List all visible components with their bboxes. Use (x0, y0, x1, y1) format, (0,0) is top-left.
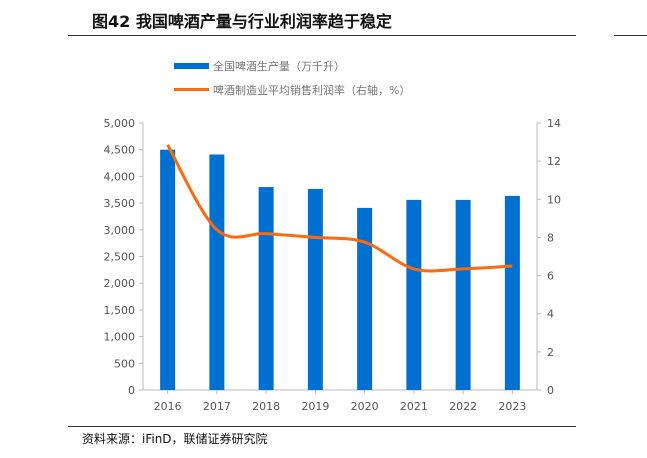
bar-2019 (307, 188, 323, 390)
bar-2020 (357, 207, 373, 390)
x-tick-label: 2022 (449, 400, 477, 413)
left-tick-label: 3,500 (104, 197, 136, 210)
bar-2023 (504, 195, 520, 390)
left-tick-label: 2,000 (104, 277, 136, 290)
bar-2022 (455, 199, 471, 390)
figure-title: 图42 我国啤酒产量与行业利润率趋于稳定 (92, 12, 392, 31)
source-rule (68, 426, 576, 427)
legend-label-line: 啤酒制造业平均销售利润率（右轴，%） (213, 83, 410, 97)
adjacent-figure-rule (614, 35, 647, 36)
left-tick-label: 2,500 (104, 251, 136, 264)
source-note: 资料来源：iFinD，联储证券研究院 (82, 432, 268, 446)
right-tick-label: 6 (547, 270, 554, 283)
x-tick-label: 2016 (154, 400, 182, 413)
bar-2017 (209, 154, 225, 390)
title-rule (68, 35, 576, 36)
legend-swatch-line (174, 88, 209, 91)
x-tick-label: 2019 (301, 400, 329, 413)
bar-2016 (160, 149, 176, 390)
x-tick-label: 2020 (351, 400, 379, 413)
left-tick-label: 3,000 (104, 224, 136, 237)
x-tick-label: 2023 (498, 400, 526, 413)
bar-2021 (406, 199, 422, 390)
left-tick-label: 4,000 (104, 170, 136, 183)
x-tick-label: 2017 (203, 400, 231, 413)
right-tick-label: 10 (547, 193, 561, 206)
left-tick-label: 5,000 (104, 117, 136, 130)
left-tick-label: 500 (114, 357, 135, 370)
legend-label-bar: 全国啤酒生产量（万千升） (213, 59, 345, 73)
right-tick-label: 0 (547, 384, 554, 397)
right-tick-label: 12 (547, 155, 561, 168)
left-tick-label: 4,500 (104, 144, 136, 157)
right-tick-label: 4 (547, 308, 554, 321)
left-tick-label: 1,000 (104, 331, 136, 344)
left-tick-label: 1,500 (104, 304, 136, 317)
right-tick-label: 2 (547, 346, 554, 359)
right-tick-label: 14 (547, 117, 561, 130)
legend-swatch-bar (174, 63, 209, 69)
right-tick-label: 8 (547, 231, 554, 244)
x-tick-label: 2021 (400, 400, 428, 413)
bar-2018 (258, 187, 274, 390)
x-tick-label: 2018 (252, 400, 280, 413)
left-tick-label: 0 (128, 384, 135, 397)
